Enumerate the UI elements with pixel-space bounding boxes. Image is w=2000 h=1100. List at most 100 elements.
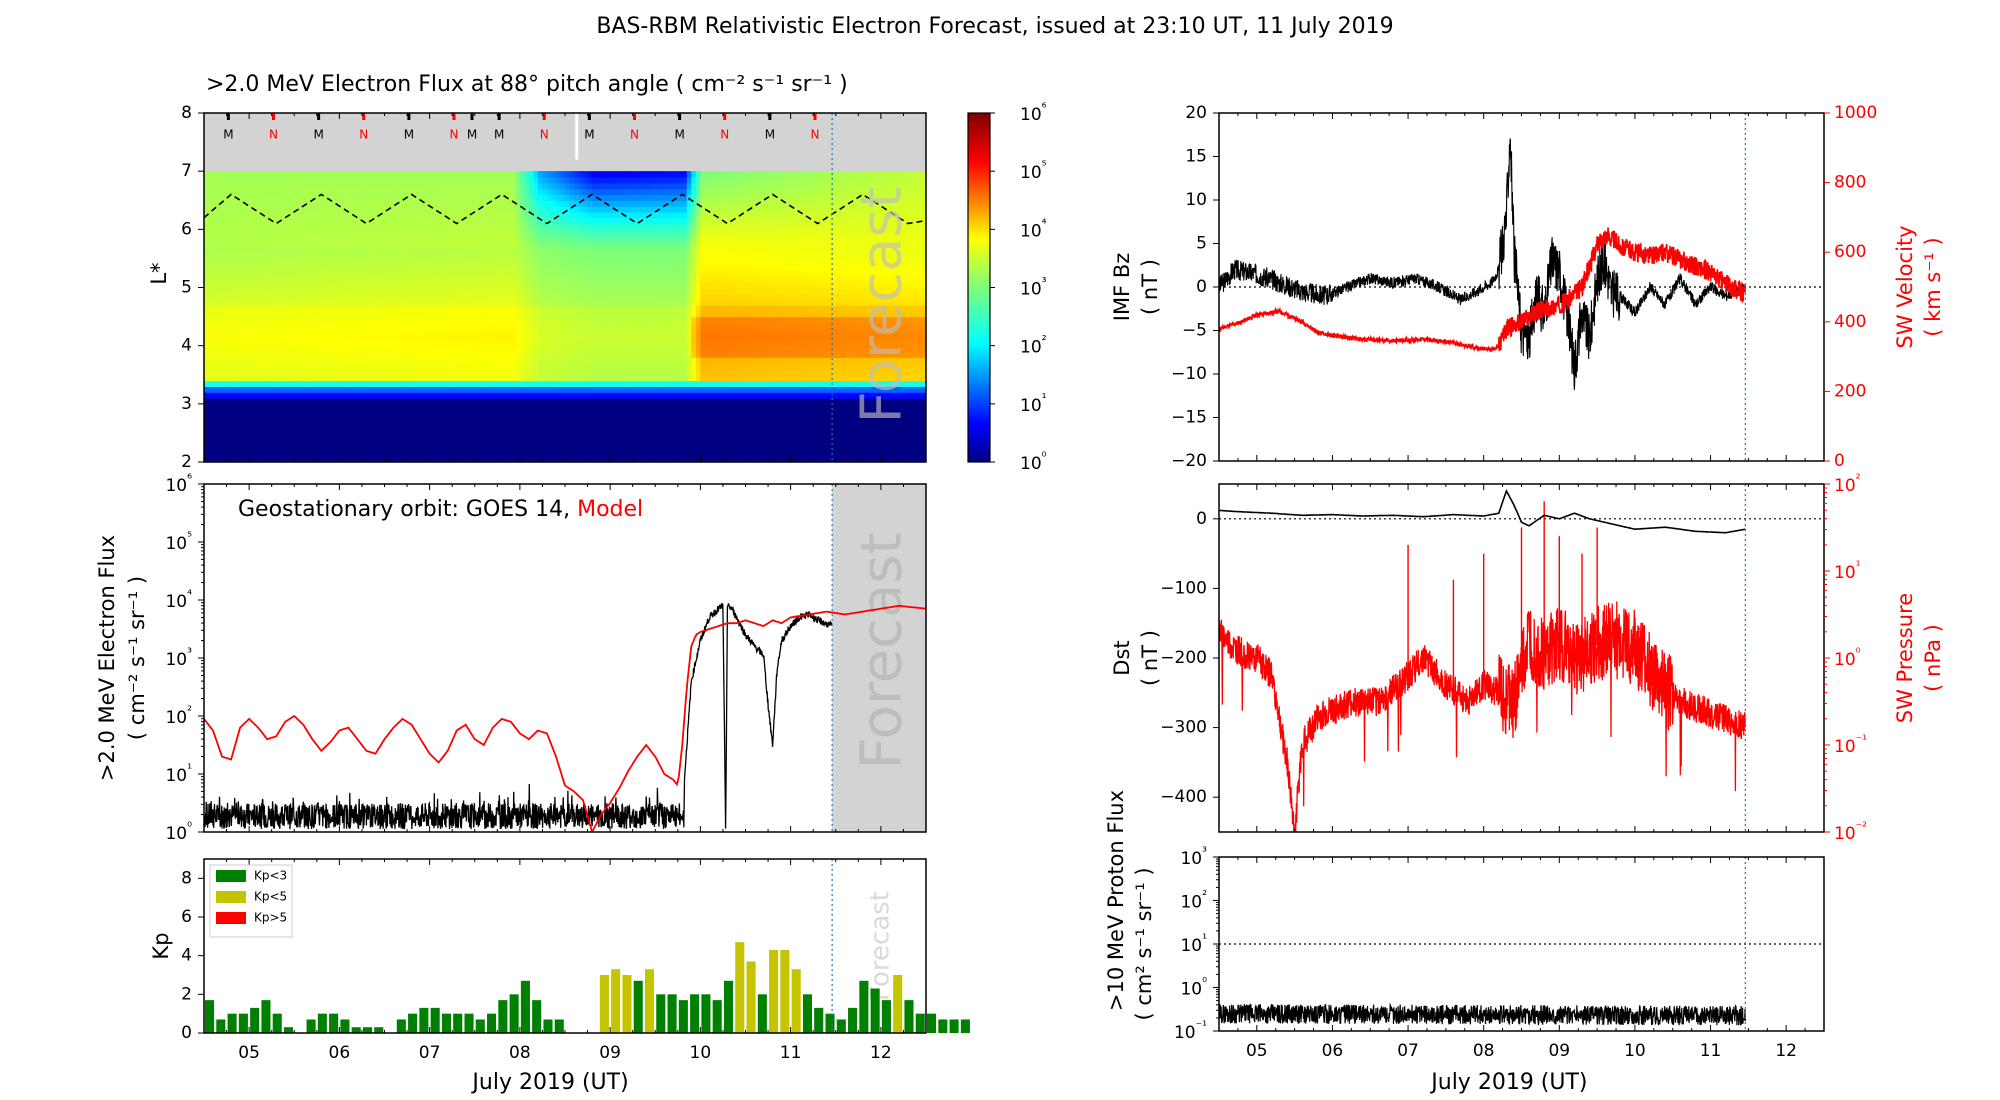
heatmap-cell <box>565 235 571 242</box>
heatmap-cell <box>339 380 345 387</box>
heatmap-cell <box>587 188 593 196</box>
heatmap-cell <box>312 322 318 329</box>
heatmap-cell <box>673 357 679 364</box>
heatmap-cell <box>587 240 593 248</box>
heatmap-cell <box>407 182 413 190</box>
heatmap-cell <box>389 386 395 393</box>
heatmap-cell <box>352 304 359 312</box>
heatmap-cell <box>447 176 453 184</box>
heatmap-cell <box>226 357 232 364</box>
heatmap-cell <box>411 322 417 329</box>
heatmap-cell <box>434 176 440 184</box>
heatmap-cell <box>596 252 602 260</box>
heatmap-cell <box>470 368 476 376</box>
heatmap-cell <box>515 328 521 335</box>
heatmap-cell <box>686 374 692 382</box>
heatmap-cell <box>253 316 259 323</box>
heatmap-cell <box>659 339 665 347</box>
heatmap-cell <box>488 194 494 201</box>
heatmap-cell <box>709 363 715 370</box>
heatmap-cell <box>379 194 386 201</box>
heatmap-cell <box>231 357 237 364</box>
heatmap-cell <box>664 217 670 225</box>
heatmap-cell <box>628 235 634 242</box>
heatmap-cell <box>555 304 562 312</box>
heatmap-cell <box>294 217 300 225</box>
heatmap-cell <box>569 334 575 341</box>
heatmap-cell <box>740 304 747 312</box>
heatmap-cell <box>240 281 246 289</box>
heatmap-cell <box>628 188 634 196</box>
heatmap-cell <box>249 299 255 306</box>
heatmap-cell <box>384 240 390 248</box>
heatmap-cell <box>217 310 223 318</box>
heatmap-cell <box>659 281 665 289</box>
heatmap-cell <box>574 176 580 184</box>
heatmap-cell <box>249 194 255 201</box>
heatmap-cell <box>619 316 625 323</box>
heatmap-cell <box>425 334 431 341</box>
heatmap-cell <box>289 171 295 178</box>
heatmap-cell <box>258 217 264 225</box>
heatmap-cell <box>339 304 345 312</box>
heatmap-cell <box>722 246 729 254</box>
heatmap-cell <box>483 334 489 341</box>
heatmap-cell <box>704 380 710 387</box>
heatmap-cell <box>316 357 322 364</box>
heatmap-cell <box>258 345 264 353</box>
heatmap-cell <box>592 246 598 254</box>
heatmap-cell <box>501 182 507 190</box>
heatmap-cell <box>533 374 539 382</box>
heatmap-cell <box>745 171 751 178</box>
heatmap-cell <box>411 339 417 347</box>
heatmap-cell <box>285 345 291 353</box>
heatmap-cell <box>605 368 611 376</box>
heatmap-cell <box>492 363 498 370</box>
heatmap-cell <box>718 275 724 283</box>
heatmap-cell <box>727 293 733 300</box>
heatmap-cell <box>389 264 395 271</box>
heatmap-cell <box>271 357 277 364</box>
heatmap-cell <box>569 351 575 358</box>
heatmap-cell <box>222 339 228 347</box>
heatmap-cell <box>745 322 751 329</box>
heatmap-cell <box>709 345 715 353</box>
heatmap-cell <box>231 211 237 219</box>
heatmap-cell <box>691 339 697 347</box>
heatmap-cell <box>546 206 553 213</box>
heatmap-cell <box>740 194 747 201</box>
heatmap-cell <box>533 223 539 230</box>
heatmap-cell <box>637 258 643 265</box>
heatmap-cell <box>673 264 679 271</box>
heatmap-cell <box>623 328 629 335</box>
heatmap-cell <box>294 182 300 190</box>
heatmap-cell <box>271 380 277 387</box>
heatmap-cell <box>267 310 273 318</box>
heatmap-cell <box>718 380 724 387</box>
heatmap-cell <box>740 380 747 387</box>
heatmap-cell <box>515 246 521 254</box>
heatmap-cell <box>438 316 444 323</box>
heatmap-cell <box>370 339 377 347</box>
heatmap-cell <box>605 217 611 225</box>
heatmap-cell <box>425 211 431 219</box>
heatmap-cell <box>474 270 480 277</box>
heatmap-cell <box>312 235 318 242</box>
heatmap-cell <box>402 357 408 364</box>
heatmap-cell <box>546 223 553 230</box>
heatmap-cell <box>605 252 611 260</box>
heatmap-cell <box>542 310 548 318</box>
heatmap-cell <box>713 182 720 190</box>
heatmap-cell <box>750 223 756 230</box>
heatmap-cell <box>560 357 566 364</box>
heatmap-cell <box>628 363 634 370</box>
heatmap-cell <box>370 246 377 254</box>
heatmap-cell <box>231 386 237 393</box>
heatmap-cell <box>569 339 575 347</box>
heatmap-cell <box>429 293 435 300</box>
heatmap-cell <box>447 235 453 242</box>
heatmap-cell <box>434 380 440 387</box>
heatmap-cell <box>217 386 223 393</box>
heatmap-cell <box>271 299 277 306</box>
heatmap-cell <box>280 339 286 347</box>
